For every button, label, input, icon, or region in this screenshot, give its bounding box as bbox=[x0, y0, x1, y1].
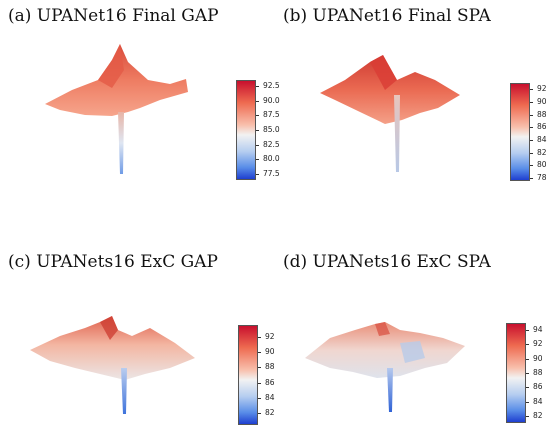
colorbar-tick-mark bbox=[530, 127, 533, 129]
colorbar-tick-mark bbox=[526, 415, 529, 417]
colorbar-tick-label: 88 bbox=[265, 362, 275, 372]
colorbar-tick-label: 84 bbox=[265, 393, 275, 403]
panel-b: (b) UPANet16 Final SPA 92 90 88 86 84 82 80 78 bbox=[275, 0, 550, 217]
colorbar-tick-mark bbox=[256, 174, 259, 176]
surface-dip bbox=[400, 341, 425, 363]
surface-sheet bbox=[320, 55, 460, 124]
surface-ridge bbox=[98, 44, 124, 88]
colorbar-gradient bbox=[236, 80, 256, 180]
colorbar-tick-mark bbox=[530, 139, 533, 141]
colorbar-tick-mark bbox=[258, 398, 261, 400]
surface-plot bbox=[305, 322, 465, 412]
colorbar: 92.5 90.0 87.5 85.0 82.5 80.0 77.5 bbox=[236, 80, 280, 180]
panel-d: (d) UPANets16 ExC SPA 94 92 90 88 86 84 82 bbox=[275, 218, 550, 435]
colorbar-tick-mark bbox=[530, 114, 533, 116]
colorbar-tick-mark bbox=[256, 144, 259, 146]
colorbar-tick-mark bbox=[530, 177, 533, 179]
colorbar-tick-label: 92.5 bbox=[263, 80, 280, 90]
colorbar-tick-label: 92 bbox=[533, 339, 543, 349]
surface-plot bbox=[30, 316, 195, 414]
colorbar-tick-label: 86 bbox=[533, 382, 543, 392]
colorbar-tick-label: 80 bbox=[537, 160, 547, 170]
colorbar-gradient bbox=[510, 83, 530, 181]
colorbar-tick-label: 88 bbox=[533, 368, 543, 377]
colorbar-tick-label: 82.5 bbox=[263, 139, 280, 149]
colorbar-gradient bbox=[506, 323, 526, 423]
colorbar-tick-label: 92 bbox=[537, 84, 547, 94]
colorbar-tick-mark bbox=[526, 344, 529, 346]
surface-plot bbox=[320, 55, 460, 172]
colorbar-tick-label: 78 bbox=[537, 172, 547, 182]
colorbar-tick-mark bbox=[258, 336, 261, 338]
colorbar-tick-label: 92 bbox=[265, 331, 275, 341]
colorbar-tick-mark bbox=[256, 100, 259, 102]
panel-c: (c) UPANets16 ExC GAP 92 90 88 86 84 82 bbox=[0, 218, 275, 435]
colorbar-tick-mark bbox=[526, 373, 529, 374]
surface-plot bbox=[45, 44, 188, 174]
colorbar-tick-label: 88 bbox=[537, 109, 547, 119]
colorbar-tick-label: 84 bbox=[533, 396, 543, 406]
colorbar-tick-mark bbox=[526, 330, 529, 332]
colorbar-tick-label: 90 bbox=[265, 346, 275, 356]
colorbar-tick-mark bbox=[530, 152, 533, 154]
chart-title: (c) UPANets16 ExC GAP bbox=[8, 252, 218, 272]
surface-spike bbox=[387, 368, 393, 412]
surface-ridge bbox=[370, 55, 397, 90]
colorbar: 94 92 90 88 86 84 82 bbox=[506, 323, 543, 423]
colorbar-tick-mark bbox=[258, 413, 261, 415]
surface-ridge bbox=[100, 316, 118, 340]
surface-ridge bbox=[375, 322, 390, 336]
surface-sheet bbox=[30, 316, 195, 380]
surface-spike bbox=[121, 368, 127, 414]
colorbar-tick-label: 94 bbox=[533, 325, 543, 335]
colorbar-gradient bbox=[238, 325, 258, 425]
colorbar-tick-label: 84 bbox=[537, 134, 547, 144]
colorbar-tick-mark bbox=[258, 351, 261, 353]
colorbar-tick-mark bbox=[258, 367, 261, 369]
colorbar-tick-label: 86 bbox=[265, 377, 275, 387]
colorbar-tick-mark bbox=[530, 89, 533, 91]
chart-title: (b) UPANet16 Final SPA bbox=[283, 6, 491, 26]
colorbar-tick-label: 85.0 bbox=[263, 125, 280, 134]
surface-sheet bbox=[305, 322, 465, 378]
colorbar-tick-mark bbox=[256, 85, 259, 87]
colorbar-tick-mark bbox=[526, 358, 529, 360]
chart-title: (d) UPANets16 ExC SPA bbox=[283, 252, 491, 272]
colorbar-tick-label: 82 bbox=[537, 147, 547, 157]
colorbar-tick-label: 82 bbox=[265, 408, 275, 418]
colorbar: 92 90 88 86 84 82 bbox=[238, 325, 275, 425]
colorbar-tick-label: 90 bbox=[537, 96, 547, 106]
chart-title: (a) UPANet16 Final GAP bbox=[8, 6, 219, 26]
surface-spike bbox=[118, 112, 124, 174]
panel-a: (a) UPANet16 Final GAP 92.5 90.0 87.5 85.0 8… bbox=[0, 0, 280, 217]
colorbar: 92 90 88 86 84 82 80 78 bbox=[510, 83, 547, 181]
colorbar-tick-label: 86 bbox=[537, 122, 547, 132]
colorbar-tick-mark bbox=[530, 101, 533, 103]
colorbar-tick-label: 80.0 bbox=[263, 154, 280, 164]
colorbar-tick-mark bbox=[256, 115, 259, 117]
colorbar-tick-label: 77.5 bbox=[263, 169, 280, 179]
colorbar-tick-label: 90.0 bbox=[263, 95, 280, 105]
colorbar-tick-mark bbox=[256, 159, 259, 161]
colorbar-tick-mark bbox=[526, 401, 529, 403]
colorbar-tick-mark bbox=[526, 387, 529, 389]
colorbar-tick-label: 90 bbox=[533, 353, 543, 363]
colorbar-tick-mark bbox=[258, 382, 261, 384]
colorbar-tick-label: 87.5 bbox=[263, 110, 280, 120]
colorbar-tick-mark bbox=[530, 165, 533, 167]
colorbar-tick-label: 82 bbox=[533, 410, 543, 420]
surface-spike bbox=[394, 95, 400, 172]
colorbar-tick-mark bbox=[256, 130, 259, 131]
